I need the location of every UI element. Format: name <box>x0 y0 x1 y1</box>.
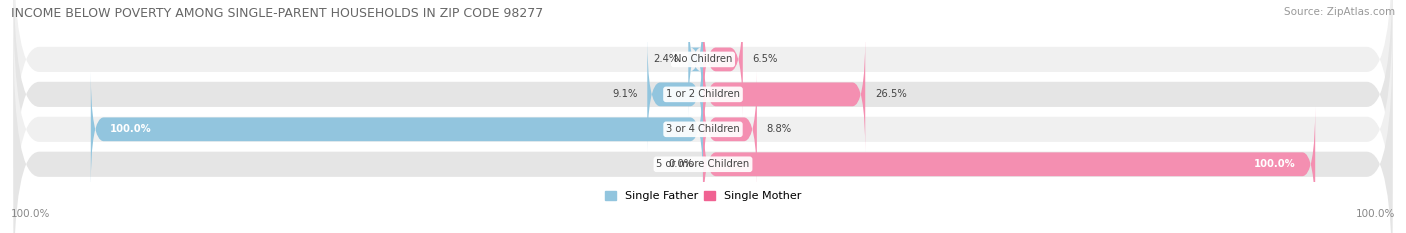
FancyBboxPatch shape <box>689 1 703 117</box>
FancyBboxPatch shape <box>703 71 756 187</box>
Text: 1 or 2 Children: 1 or 2 Children <box>666 89 740 99</box>
FancyBboxPatch shape <box>647 36 703 152</box>
FancyBboxPatch shape <box>14 37 1392 233</box>
Text: INCOME BELOW POVERTY AMONG SINGLE-PARENT HOUSEHOLDS IN ZIP CODE 98277: INCOME BELOW POVERTY AMONG SINGLE-PARENT… <box>11 7 544 20</box>
FancyBboxPatch shape <box>703 106 1315 222</box>
Text: 0.0%: 0.0% <box>668 159 693 169</box>
FancyBboxPatch shape <box>14 2 1392 233</box>
Text: Source: ZipAtlas.com: Source: ZipAtlas.com <box>1284 7 1395 17</box>
Text: 9.1%: 9.1% <box>612 89 638 99</box>
FancyBboxPatch shape <box>14 0 1392 222</box>
Text: 100.0%: 100.0% <box>110 124 152 134</box>
FancyBboxPatch shape <box>91 71 703 187</box>
Text: 3 or 4 Children: 3 or 4 Children <box>666 124 740 134</box>
Text: 100.0%: 100.0% <box>1254 159 1296 169</box>
Text: 8.8%: 8.8% <box>766 124 792 134</box>
Text: 100.0%: 100.0% <box>11 209 51 219</box>
Text: 6.5%: 6.5% <box>752 55 778 64</box>
Text: 2.4%: 2.4% <box>654 55 679 64</box>
Text: 100.0%: 100.0% <box>1355 209 1395 219</box>
FancyBboxPatch shape <box>703 1 742 117</box>
FancyBboxPatch shape <box>703 36 865 152</box>
FancyBboxPatch shape <box>14 0 1392 187</box>
Text: 5 or more Children: 5 or more Children <box>657 159 749 169</box>
Legend: Single Father, Single Mother: Single Father, Single Mother <box>605 191 801 201</box>
Text: No Children: No Children <box>673 55 733 64</box>
Text: 26.5%: 26.5% <box>875 89 907 99</box>
